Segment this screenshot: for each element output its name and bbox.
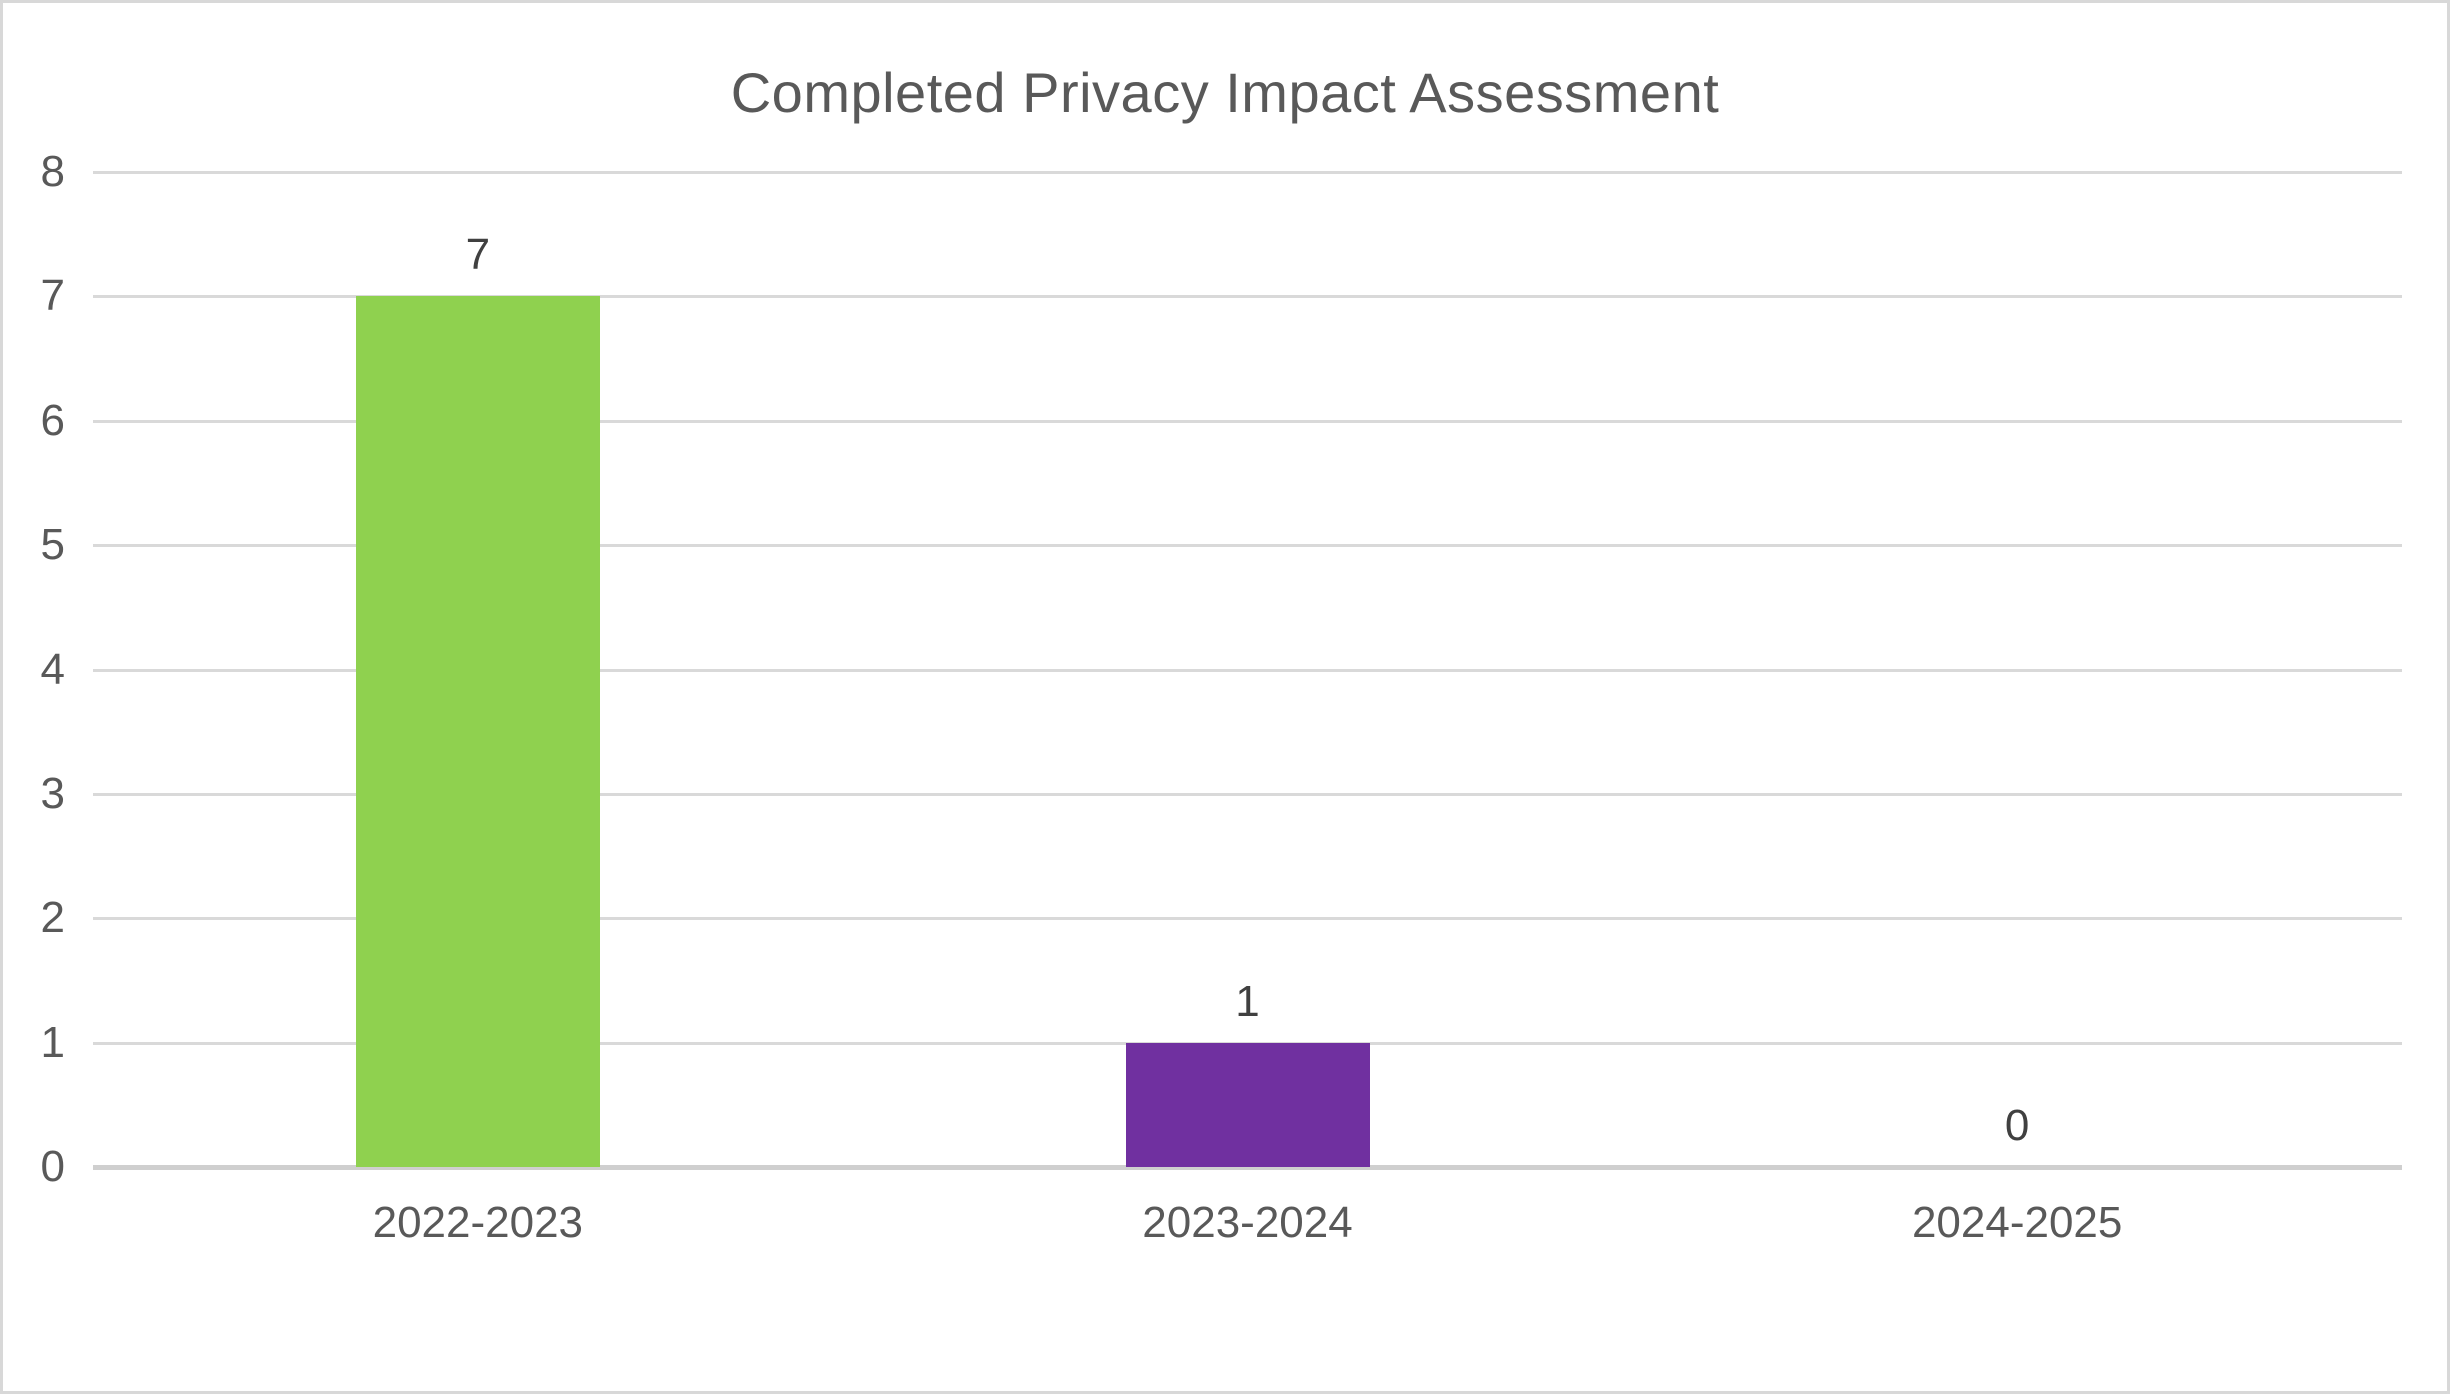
bar-2022-2023 <box>355 296 600 1167</box>
y-axis-tick-label: 4 <box>40 644 65 694</box>
y-axis-tick-label: 0 <box>40 1142 65 1191</box>
x-axis-category-label: 2024-2025 <box>1911 1198 2123 1247</box>
y-gridline <box>93 171 2402 174</box>
y-gridline <box>93 544 2402 548</box>
data-label: 0 <box>2004 1101 2030 1150</box>
bar-2023-2024 <box>1125 1042 1370 1167</box>
x-axis-line <box>93 1165 2402 1170</box>
y-gridline <box>93 295 2402 299</box>
y-axis-tick-label: 7 <box>40 271 65 321</box>
y-axis-tick-label: 5 <box>40 520 65 570</box>
chart-title: Completed Privacy Impact Assessment <box>730 61 1720 124</box>
x-axis-category-label: 2023-2024 <box>1142 1198 1353 1247</box>
y-axis-tick-label: 1 <box>40 1017 65 1067</box>
x-axis-category-label: 2022-2023 <box>372 1198 584 1247</box>
y-gridline <box>93 917 2402 921</box>
y-axis-tick-label: 2 <box>40 893 65 943</box>
y-axis-tick-label: 8 <box>40 147 65 196</box>
data-label: 1 <box>1235 976 1260 1026</box>
y-axis-tick-label: 6 <box>40 395 65 445</box>
data-label: 7 <box>465 230 491 280</box>
y-axis-tick-label: 3 <box>40 768 65 818</box>
y-gridline <box>93 419 2402 423</box>
y-gridline <box>93 668 2402 672</box>
y-gridline <box>93 792 2402 796</box>
